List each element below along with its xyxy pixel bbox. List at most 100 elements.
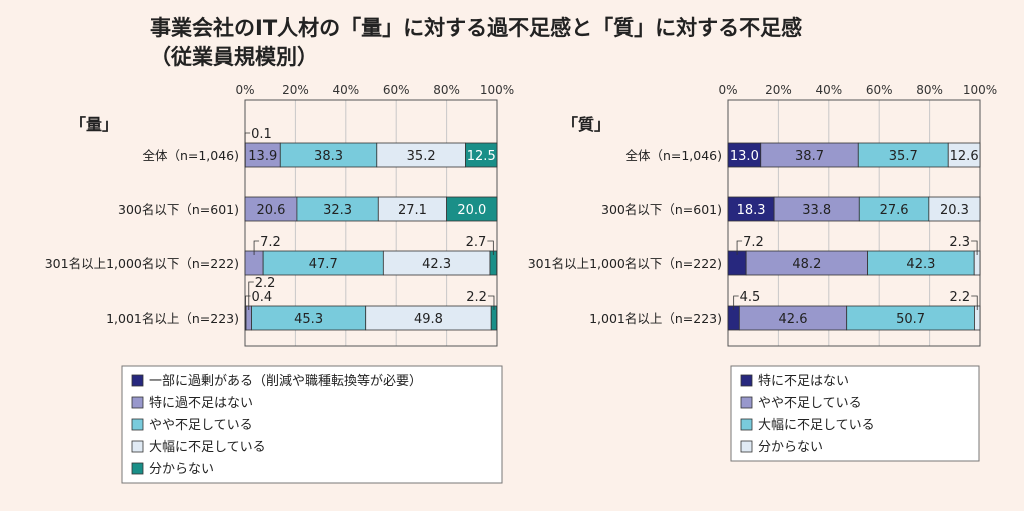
bar-segment: [376, 142, 466, 168]
legend-label: 特に過不足はない: [149, 396, 253, 411]
chart-title: 「質」: [562, 115, 610, 134]
data-label: 38.3: [314, 149, 343, 164]
bar-segment: [727, 142, 762, 168]
leader-line: [733, 295, 739, 310]
data-label: 42.6: [779, 312, 808, 327]
leader-line: [253, 240, 260, 255]
category-label: 全体（n=1,046): [625, 148, 722, 163]
bar-segment: [857, 142, 949, 168]
legend-item: 分からない: [131, 462, 214, 477]
data-label: 20.0: [457, 203, 486, 218]
x-tick-label: 60%: [383, 83, 410, 97]
legend-box: [730, 365, 980, 462]
legend-label: 特に不足はない: [758, 374, 849, 389]
plot-frame: [244, 99, 498, 347]
data-label: 27.6: [880, 203, 909, 218]
data-label: 45.3: [294, 312, 323, 327]
data-label: 50.7: [896, 312, 925, 327]
x-tick-label: 20%: [765, 83, 792, 97]
legend-label: 大幅に不足している: [149, 440, 266, 455]
data-label: 0.4: [252, 290, 273, 305]
data-label: 7.2: [260, 235, 281, 250]
leader-line: [248, 281, 254, 310]
chart-title: 「量」: [70, 115, 118, 134]
data-label: 33.8: [802, 203, 831, 218]
legend-swatch: [131, 462, 144, 475]
data-label: 48.2: [792, 257, 821, 272]
bar-segment: [465, 142, 498, 168]
data-label: 2.2: [255, 276, 276, 291]
data-label: 42.3: [422, 257, 451, 272]
category-label: 300名以下（n=601): [118, 202, 239, 217]
data-label: 20.6: [256, 203, 285, 218]
bar-segment: [745, 250, 869, 276]
plot-frame: [727, 99, 981, 347]
leader-line: [487, 240, 494, 255]
legend-label: 分からない: [758, 440, 823, 455]
bar-segment: [296, 196, 379, 222]
legend-item: 特に過不足はない: [131, 396, 253, 411]
legend-swatch: [131, 418, 144, 431]
leader-line: [971, 240, 978, 255]
leader-line: [971, 295, 978, 310]
legend: 一部に過剰がある（削減や職種転換等が必要） 特に過不足はないやや不足している大幅に…: [121, 365, 503, 484]
bar-segment: [928, 196, 981, 222]
legend-swatch: [131, 440, 144, 453]
x-tick-label: 100%: [480, 83, 514, 97]
legend-item: 大幅に不足している: [740, 418, 875, 433]
bar-segment: [738, 305, 848, 331]
bar-segment: [947, 142, 981, 168]
category-label: 1,001名以上（n=223): [589, 311, 722, 326]
legend-swatch: [740, 440, 753, 453]
data-label: 18.3: [737, 203, 766, 218]
data-label: 13.9: [248, 149, 277, 164]
bar-segment: [365, 305, 492, 331]
x-tick-label: 80%: [433, 83, 460, 97]
bar-segment: [846, 305, 975, 331]
data-label: 35.2: [407, 149, 436, 164]
category-label: 301名以上1,000名以下（n=222): [528, 256, 722, 271]
title: 事業会社のIT人材の「量」に対する過不足感と「質」に対する不足感 （従業員規模別…: [150, 14, 802, 72]
legend-label: やや不足している: [758, 396, 862, 411]
data-label: 47.7: [309, 257, 338, 272]
data-label: 7.2: [743, 235, 764, 250]
data-label: 12.6: [950, 149, 979, 164]
data-label: 35.7: [889, 149, 918, 164]
x-tick-label: 0%: [718, 83, 737, 97]
bar-segment: [377, 196, 448, 222]
legend-item: 一部に過剰がある（削減や職種転換等が必要）: [131, 373, 422, 389]
legend-swatch: [131, 396, 144, 409]
title-line-1: 事業会社のIT人材の「量」に対する過不足感と「質」に対する不足感: [150, 16, 803, 40]
legend-label: 大幅に不足している: [758, 418, 875, 433]
x-tick-label: 40%: [815, 83, 842, 97]
data-label: 12.5: [467, 149, 496, 164]
legend-swatch: [740, 374, 753, 387]
bar-segment: [773, 196, 860, 222]
bar-segment: [727, 196, 775, 222]
bar-segment: [251, 305, 367, 331]
bar-segment: [867, 250, 975, 276]
x-tick-label: 20%: [282, 83, 309, 97]
data-label: 20.3: [940, 203, 969, 218]
data-label: 2.3: [949, 235, 970, 250]
legend-swatch: [740, 396, 753, 409]
category-label: 300名以下（n=601): [601, 202, 722, 217]
x-tick-label: 0%: [235, 83, 254, 97]
data-label: 2.2: [950, 290, 971, 305]
leader-line: [736, 240, 743, 255]
legend-label: 一部に過剰がある（削減や職種転換等が必要）: [149, 373, 422, 389]
legend-swatch: [740, 418, 753, 431]
category-label: 全体（n=1,046): [142, 148, 239, 163]
x-tick-label: 80%: [916, 83, 943, 97]
data-label: 13.0: [730, 149, 759, 164]
data-label: 38.7: [795, 149, 824, 164]
bar-segment: [382, 250, 491, 276]
bar-segment: [760, 142, 859, 168]
data-label: 49.8: [414, 312, 443, 327]
x-tick-label: 60%: [866, 83, 893, 97]
legend-label: やや不足している: [149, 418, 253, 433]
x-tick-label: 40%: [332, 83, 359, 97]
chart-2: 「質」 0% 20% 40% 60% 80% 100% 全体（n=1,046) 13.0 38.7…: [528, 83, 997, 462]
